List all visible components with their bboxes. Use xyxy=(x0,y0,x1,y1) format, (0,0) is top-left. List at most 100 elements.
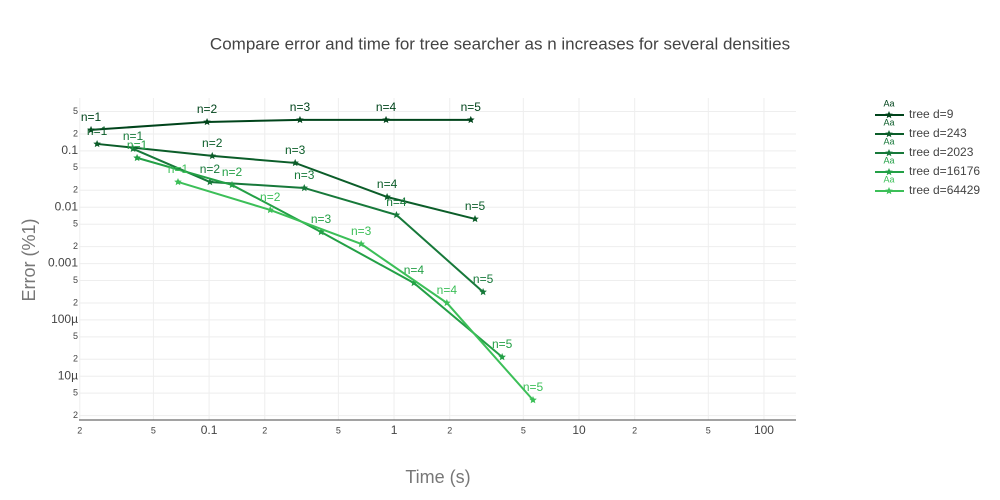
y-tick-label: 0.001 xyxy=(48,256,78,270)
point-label: n=2 xyxy=(197,102,218,116)
point-label: n=5 xyxy=(461,100,482,114)
point-marker xyxy=(443,298,451,307)
point-label: n=3 xyxy=(311,212,332,226)
chart-title: Compare error and time for tree searcher… xyxy=(210,34,790,53)
y-tick-label: 2 xyxy=(73,354,78,364)
x-tick-label: 2 xyxy=(77,425,82,435)
point-label: n=1 xyxy=(123,129,144,143)
point-marker xyxy=(208,151,217,160)
point-label: n=3 xyxy=(285,143,306,157)
point-marker xyxy=(317,227,325,236)
legend-marker xyxy=(885,149,893,157)
point-marker xyxy=(479,287,487,296)
x-tick-label: 10 xyxy=(572,423,586,437)
point-marker xyxy=(203,117,211,126)
point-label: n=1 xyxy=(168,162,189,176)
legend-marker xyxy=(885,168,893,176)
point-label: n=1 xyxy=(81,110,102,124)
point-marker xyxy=(357,239,365,248)
y-tick-label: 0.01 xyxy=(55,199,79,213)
point-marker xyxy=(410,278,418,287)
point-marker xyxy=(392,210,401,219)
point-marker xyxy=(228,180,236,189)
legend-label: tree d=16176 xyxy=(909,164,980,178)
legend-marker xyxy=(885,130,893,138)
point-marker xyxy=(529,396,537,404)
point-label: n=4 xyxy=(404,263,425,277)
legend-marker-label: Aa xyxy=(883,136,894,146)
x-tick-label: 1 xyxy=(391,423,398,437)
x-axis-title: Time (s) xyxy=(405,467,470,487)
y-tick-label: 5 xyxy=(73,388,78,398)
point-label: n=3 xyxy=(290,100,311,114)
y-tick-label: 2 xyxy=(73,185,78,195)
point-marker xyxy=(129,144,137,153)
x-tick-label: 2 xyxy=(262,425,267,435)
point-label: n=2 xyxy=(222,165,243,179)
y-tick-label: 100µ xyxy=(51,312,78,326)
legend-marker-label: Aa xyxy=(883,117,894,127)
legend-marker xyxy=(885,111,893,119)
legend-marker-label: Aa xyxy=(883,98,894,108)
point-label: n=5 xyxy=(473,272,494,286)
x-tick-label: 5 xyxy=(521,425,526,435)
y-axis-title: Error (%1) xyxy=(19,218,39,301)
x-tick-label: 2 xyxy=(632,425,637,435)
x-tick-label: 2 xyxy=(447,425,452,435)
point-label: n=4 xyxy=(377,177,398,191)
series-line xyxy=(90,118,471,131)
point-marker xyxy=(300,183,309,192)
y-tick-label: 0.1 xyxy=(61,143,78,157)
point-label: n=2 xyxy=(200,162,221,176)
legend-label: tree d=2023 xyxy=(909,145,974,159)
y-tick-label: 5 xyxy=(73,106,78,116)
legend-marker xyxy=(885,187,893,195)
point-label: n=1 xyxy=(127,138,148,152)
legend-marker-label: Aa xyxy=(883,155,894,165)
x-tick-label: 5 xyxy=(336,425,341,435)
y-tick-label: 2 xyxy=(73,241,78,251)
point-label: n=2 xyxy=(202,136,223,150)
legend-label: tree d=243 xyxy=(909,126,967,140)
point-marker xyxy=(471,214,479,223)
legend-label: tree d=9 xyxy=(909,107,954,121)
point-marker xyxy=(467,115,475,124)
point-label: n=3 xyxy=(294,168,315,182)
point-marker xyxy=(383,193,391,201)
point-label: n=5 xyxy=(492,337,513,351)
point-marker xyxy=(93,139,101,148)
x-tick-label: 5 xyxy=(151,425,156,435)
point-marker xyxy=(296,115,304,124)
point-marker xyxy=(206,177,214,186)
y-tick-label: 5 xyxy=(73,162,78,172)
legend-label: tree d=64429 xyxy=(909,183,980,197)
point-label: n=5 xyxy=(523,380,544,394)
y-tick-label: 5 xyxy=(73,331,78,341)
y-tick-label: 2 xyxy=(73,128,78,138)
point-marker xyxy=(498,353,506,361)
point-label: n=4 xyxy=(376,100,397,114)
y-tick-label: 10µ xyxy=(58,368,78,382)
point-label: n=4 xyxy=(386,195,407,209)
legend-marker-label: Aa xyxy=(883,174,894,184)
point-label: n=5 xyxy=(465,199,486,213)
x-tick-label: 0.1 xyxy=(201,423,218,437)
point-label: n=1 xyxy=(87,124,108,138)
point-marker xyxy=(382,115,390,124)
point-label: n=3 xyxy=(351,224,372,238)
y-tick-label: 5 xyxy=(73,275,78,285)
point-marker xyxy=(133,153,141,162)
y-tick-label: 2 xyxy=(73,410,78,420)
point-label: n=4 xyxy=(437,283,458,297)
y-tick-label: 5 xyxy=(73,219,78,229)
x-tick-label: 5 xyxy=(706,425,711,435)
point-marker xyxy=(291,158,299,167)
point-marker xyxy=(87,125,95,134)
y-tick-label: 2 xyxy=(73,297,78,307)
x-tick-label: 100 xyxy=(754,423,774,437)
grid xyxy=(79,98,796,420)
point-marker xyxy=(266,205,275,214)
series-line xyxy=(136,156,503,358)
point-marker xyxy=(174,177,182,186)
